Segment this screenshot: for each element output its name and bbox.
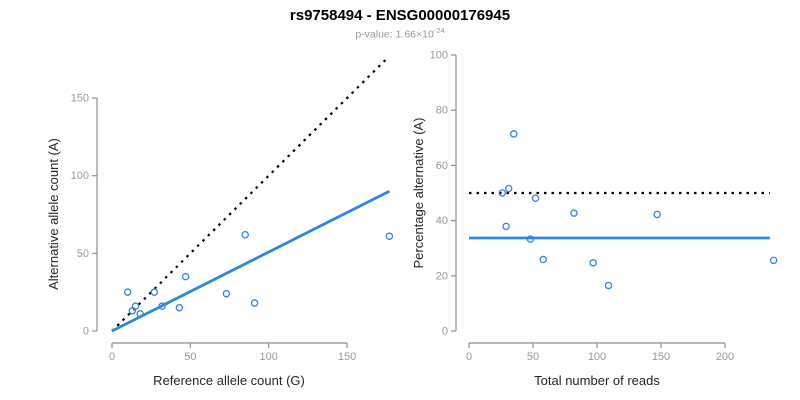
data-point [510, 130, 518, 138]
y-tick-label: 20 [436, 270, 448, 282]
y-axis-title: Alternative allele count (A) [46, 138, 61, 290]
y-tick-label: 60 [436, 160, 448, 172]
y-tick-label: 80 [436, 105, 448, 117]
y-axis-title: Percentage alternative (A) [411, 117, 426, 268]
y-tick-label: 0 [83, 326, 89, 338]
data-point [150, 288, 159, 296]
data-point [123, 288, 132, 296]
y-tick-label: 50 [77, 248, 89, 260]
data-point [589, 259, 597, 267]
x-tick-label: 50 [527, 351, 539, 363]
data-point [250, 299, 259, 307]
data-point [175, 303, 184, 312]
p-value-text: p-value: 1.66×10 [355, 28, 434, 41]
x-tick-label: 200 [716, 351, 734, 363]
y-tick-label: 100 [71, 170, 89, 182]
panel-left: 0 50 100 150 0 50 100 150 Reference allele count… [46, 58, 394, 388]
data-point [604, 281, 613, 290]
x-axis-title: Total number of reads [534, 373, 660, 388]
y-tick-label: 0 [442, 326, 448, 338]
data-point [385, 232, 394, 241]
x-tick-label: 0 [466, 351, 472, 363]
data-point [498, 189, 507, 197]
x-tick-label: 0 [109, 351, 115, 363]
data-point [502, 222, 510, 231]
data-point [158, 302, 166, 310]
data-point [241, 230, 249, 239]
data-point [504, 184, 513, 193]
data-point [136, 310, 144, 318]
x-tick-label: 100 [588, 351, 606, 363]
p-value-subtitle: p-value: 1.66×10-24 [0, 26, 800, 41]
data-point [181, 272, 190, 281]
data-point [531, 194, 540, 202]
data-point [653, 210, 661, 219]
data-point [131, 302, 140, 310]
data-point [222, 289, 231, 298]
x-tick-label: 150 [338, 351, 356, 363]
x-tick-label: 150 [652, 351, 670, 363]
panel-right: 0 20 40 60 80 100 0 50 100 150 200 Total number of … [411, 50, 778, 388]
y-tick-label: 100 [430, 50, 448, 62]
data-point [526, 235, 535, 243]
y-tick-label: 150 [71, 93, 89, 105]
x-tick-label: 50 [184, 351, 196, 363]
page-title: rs9758494 - ENSG00000176945 [289, 7, 511, 24]
identity-line [111, 58, 387, 332]
data-point [769, 256, 778, 265]
regression-line [111, 189, 390, 333]
data-point [570, 209, 578, 217]
x-axis-title: Reference allele count (G) [153, 373, 305, 388]
y-tick-label: 40 [436, 215, 448, 227]
p-value-exponent: -24 [433, 26, 445, 35]
x-tick-label: 100 [260, 351, 278, 363]
data-point [539, 255, 547, 264]
